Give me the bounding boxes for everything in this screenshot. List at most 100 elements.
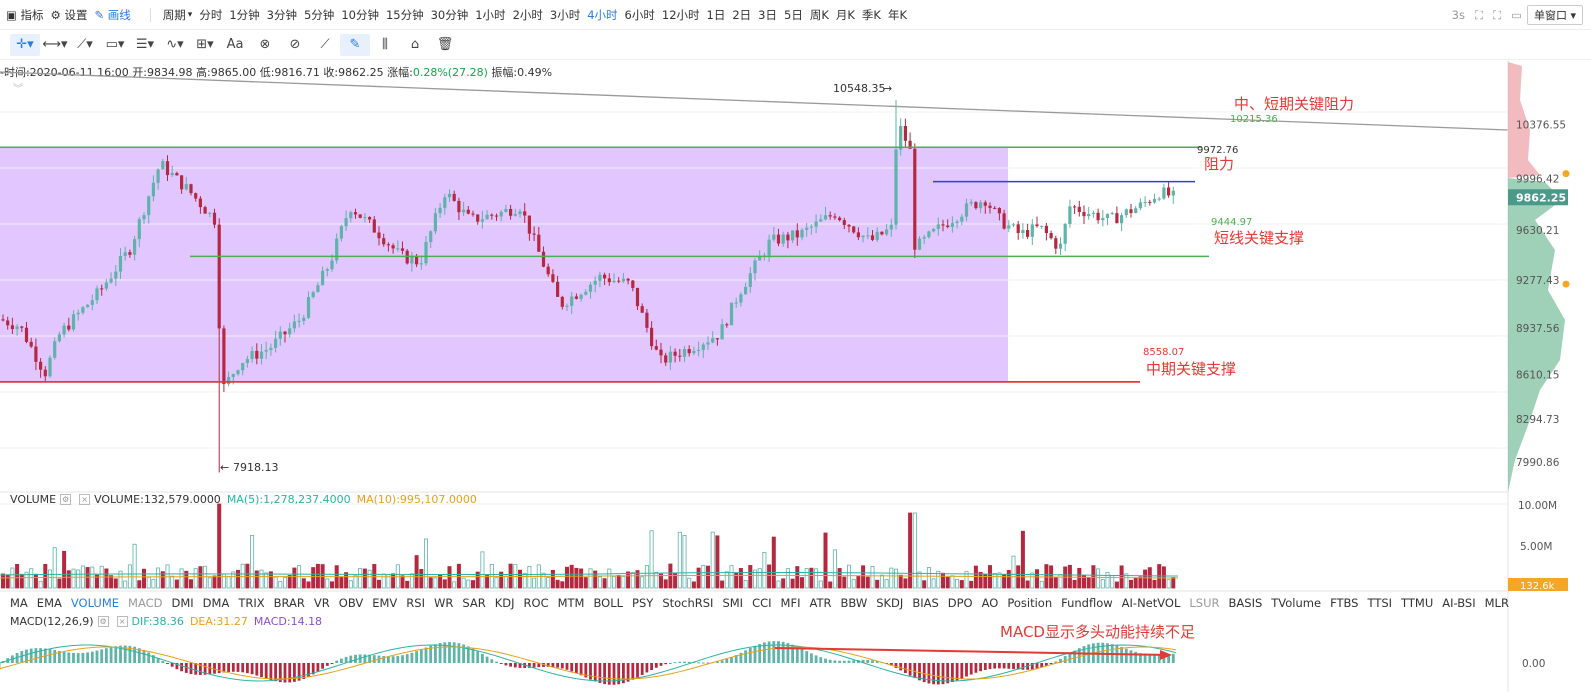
volume-bar xyxy=(790,578,795,589)
trash-icon[interactable]: 🗑 xyxy=(436,37,454,52)
indicator-ma[interactable]: MA xyxy=(10,596,28,610)
indicator-vr[interactable]: VR xyxy=(313,596,330,610)
indicator-tvolume[interactable]: TVolume xyxy=(1271,596,1322,610)
candle-body xyxy=(250,350,254,360)
indicator-bias[interactable]: BIAS xyxy=(912,596,939,610)
period-19[interactable]: 季K xyxy=(861,7,881,22)
indicator-ai-bsi[interactable]: AI-BSI xyxy=(1442,596,1476,610)
period-11[interactable]: 6小时 xyxy=(624,7,655,22)
layout-icon[interactable]: ▭ xyxy=(1511,8,1522,22)
period-4[interactable]: 10分钟 xyxy=(341,7,379,22)
indicator-bbw[interactable]: BBW xyxy=(840,596,868,610)
wave-tool-icon[interactable]: ∿▾ xyxy=(166,37,184,52)
indicator-emv[interactable]: EMV xyxy=(372,596,398,610)
volume-bar xyxy=(1077,567,1082,589)
indicator-mfi[interactable]: MFI xyxy=(780,596,801,610)
ruler-tool-icon[interactable]: ⟋ xyxy=(320,37,330,52)
indicator-dma[interactable]: DMA xyxy=(202,596,230,610)
pencil-tool-icon[interactable]: ✎ xyxy=(340,33,370,56)
volume-close-icon[interactable]: × xyxy=(79,494,91,505)
indicator-boll[interactable]: BOLL xyxy=(593,596,624,610)
indicator-button[interactable]: ▣ 指标 xyxy=(6,7,44,22)
indicator-skdj[interactable]: SKDJ xyxy=(876,596,904,610)
candle-body xyxy=(480,219,484,222)
draw-button[interactable]: ✎ 画线 xyxy=(94,7,131,22)
period-6[interactable]: 30分钟 xyxy=(430,7,469,22)
indicator-psy[interactable]: PSY xyxy=(632,596,654,610)
crosshair-tool-icon[interactable]: ✛▾ xyxy=(10,33,40,56)
period-17[interactable]: 周K xyxy=(809,7,829,22)
period-13[interactable]: 1日 xyxy=(706,7,726,22)
indicator-ema[interactable]: EMA xyxy=(36,596,62,610)
volume-bar xyxy=(701,564,706,589)
indicator-stochrsi[interactable]: StochRSI xyxy=(662,596,714,610)
indicator-brar[interactable]: BRAR xyxy=(273,596,305,610)
period-20[interactable]: 年K xyxy=(887,7,908,22)
macd-settings-icon[interactable]: ⚙ xyxy=(97,616,109,627)
text-tool-icon[interactable]: Aa xyxy=(226,37,244,52)
indicator-atr[interactable]: ATR xyxy=(809,596,832,610)
period-7[interactable]: 1小时 xyxy=(475,7,506,22)
screenshot-icon[interactable]: ⛶ xyxy=(1493,7,1502,22)
fib-tool-icon[interactable]: ⊗ xyxy=(259,37,271,52)
indicator-wr[interactable]: WR xyxy=(433,596,454,610)
period-12[interactable]: 12小时 xyxy=(661,7,700,22)
fullscreen-icon[interactable]: ⛶ xyxy=(1474,7,1484,22)
period-dropdown-icon[interactable]: ▾ xyxy=(187,9,193,20)
rectangle-tool-icon[interactable]: ▭▾ xyxy=(105,37,125,52)
period-16[interactable]: 5日 xyxy=(784,7,803,22)
indicator-position[interactable]: Position xyxy=(1007,596,1053,610)
indicator-dpo[interactable]: DPO xyxy=(947,596,973,610)
period-9[interactable]: 3小时 xyxy=(549,7,581,22)
indicator-kdj[interactable]: KDJ xyxy=(494,596,515,610)
indicator-lsur[interactable]: LSUR xyxy=(1189,596,1220,610)
period-14[interactable]: 2日 xyxy=(732,7,752,22)
settings-button[interactable]: ⚙ 设置 xyxy=(50,7,88,22)
lock-tool-icon[interactable]: ⌂ xyxy=(410,37,420,52)
indicator-basis[interactable]: BASIS xyxy=(1228,596,1263,610)
period-1[interactable]: 1分钟 xyxy=(229,7,260,22)
period-5[interactable]: 15分钟 xyxy=(385,7,424,22)
grid-tool-icon[interactable]: ⊞▾ xyxy=(196,37,214,52)
magnet-tool-icon[interactable]: ⊘ xyxy=(289,37,301,52)
candle-tool-icon[interactable]: ⫼ xyxy=(382,37,388,52)
window-mode-select[interactable]: 单窗口 ▾ xyxy=(1526,5,1583,25)
macd-bar xyxy=(213,663,216,674)
indicator-mtm[interactable]: MTM xyxy=(557,596,585,610)
period-10[interactable]: 4小时 xyxy=(587,7,618,22)
indicator-mlr[interactable]: MLR xyxy=(1484,596,1509,610)
volume-bar xyxy=(973,565,978,589)
indicator-obv[interactable]: OBV xyxy=(338,596,364,610)
indicator-rsi[interactable]: RSI xyxy=(406,596,425,610)
parallel-line-tool-icon[interactable]: ☰▾ xyxy=(135,37,155,52)
indicator-dmi[interactable]: DMI xyxy=(171,596,194,610)
candle-body xyxy=(90,300,94,305)
trend-line-tool-icon[interactable]: ⟋▾ xyxy=(77,37,93,52)
period-3[interactable]: 5分钟 xyxy=(303,7,335,22)
period-8[interactable]: 2小时 xyxy=(512,7,543,22)
indicator-ai-netvol[interactable]: AI-NetVOL xyxy=(1121,596,1181,610)
macd-bar xyxy=(687,661,691,663)
indicator-cci[interactable]: CCI xyxy=(752,596,772,610)
indicator-ftbs[interactable]: FTBS xyxy=(1330,596,1359,610)
kline-chart[interactable]: 10548.35→ ← 7918.13 10215.36中、短期关键阻力 9972.76… xyxy=(0,60,1591,692)
indicator-volume[interactable]: VOLUME xyxy=(70,596,120,610)
period-18[interactable]: 月K xyxy=(835,7,855,22)
refresh-interval[interactable]: 3s xyxy=(1451,8,1465,22)
indicator-macd[interactable]: MACD xyxy=(128,596,163,610)
indicator-fundflow[interactable]: Fundflow xyxy=(1061,596,1113,610)
indicator-ttmu[interactable]: TTMU xyxy=(1401,596,1434,610)
period-0[interactable]: 分时 xyxy=(199,7,223,22)
indicator-ao[interactable]: AO xyxy=(981,596,999,610)
indicator-ttsi[interactable]: TTSI xyxy=(1367,596,1393,610)
period-15[interactable]: 3日 xyxy=(758,7,777,22)
volume-bar xyxy=(1091,565,1096,589)
volume-settings-icon[interactable]: ⚙ xyxy=(60,494,72,505)
macd-close-icon[interactable]: × xyxy=(116,616,128,627)
indicator-trix[interactable]: TRIX xyxy=(238,596,265,610)
indicator-sar[interactable]: SAR xyxy=(462,596,486,610)
indicator-roc[interactable]: ROC xyxy=(523,596,549,610)
period-2[interactable]: 3分钟 xyxy=(266,7,297,22)
indicator-smi[interactable]: SMI xyxy=(722,596,744,610)
horizontal-ray-tool-icon[interactable]: ⟷▾ xyxy=(42,37,68,52)
